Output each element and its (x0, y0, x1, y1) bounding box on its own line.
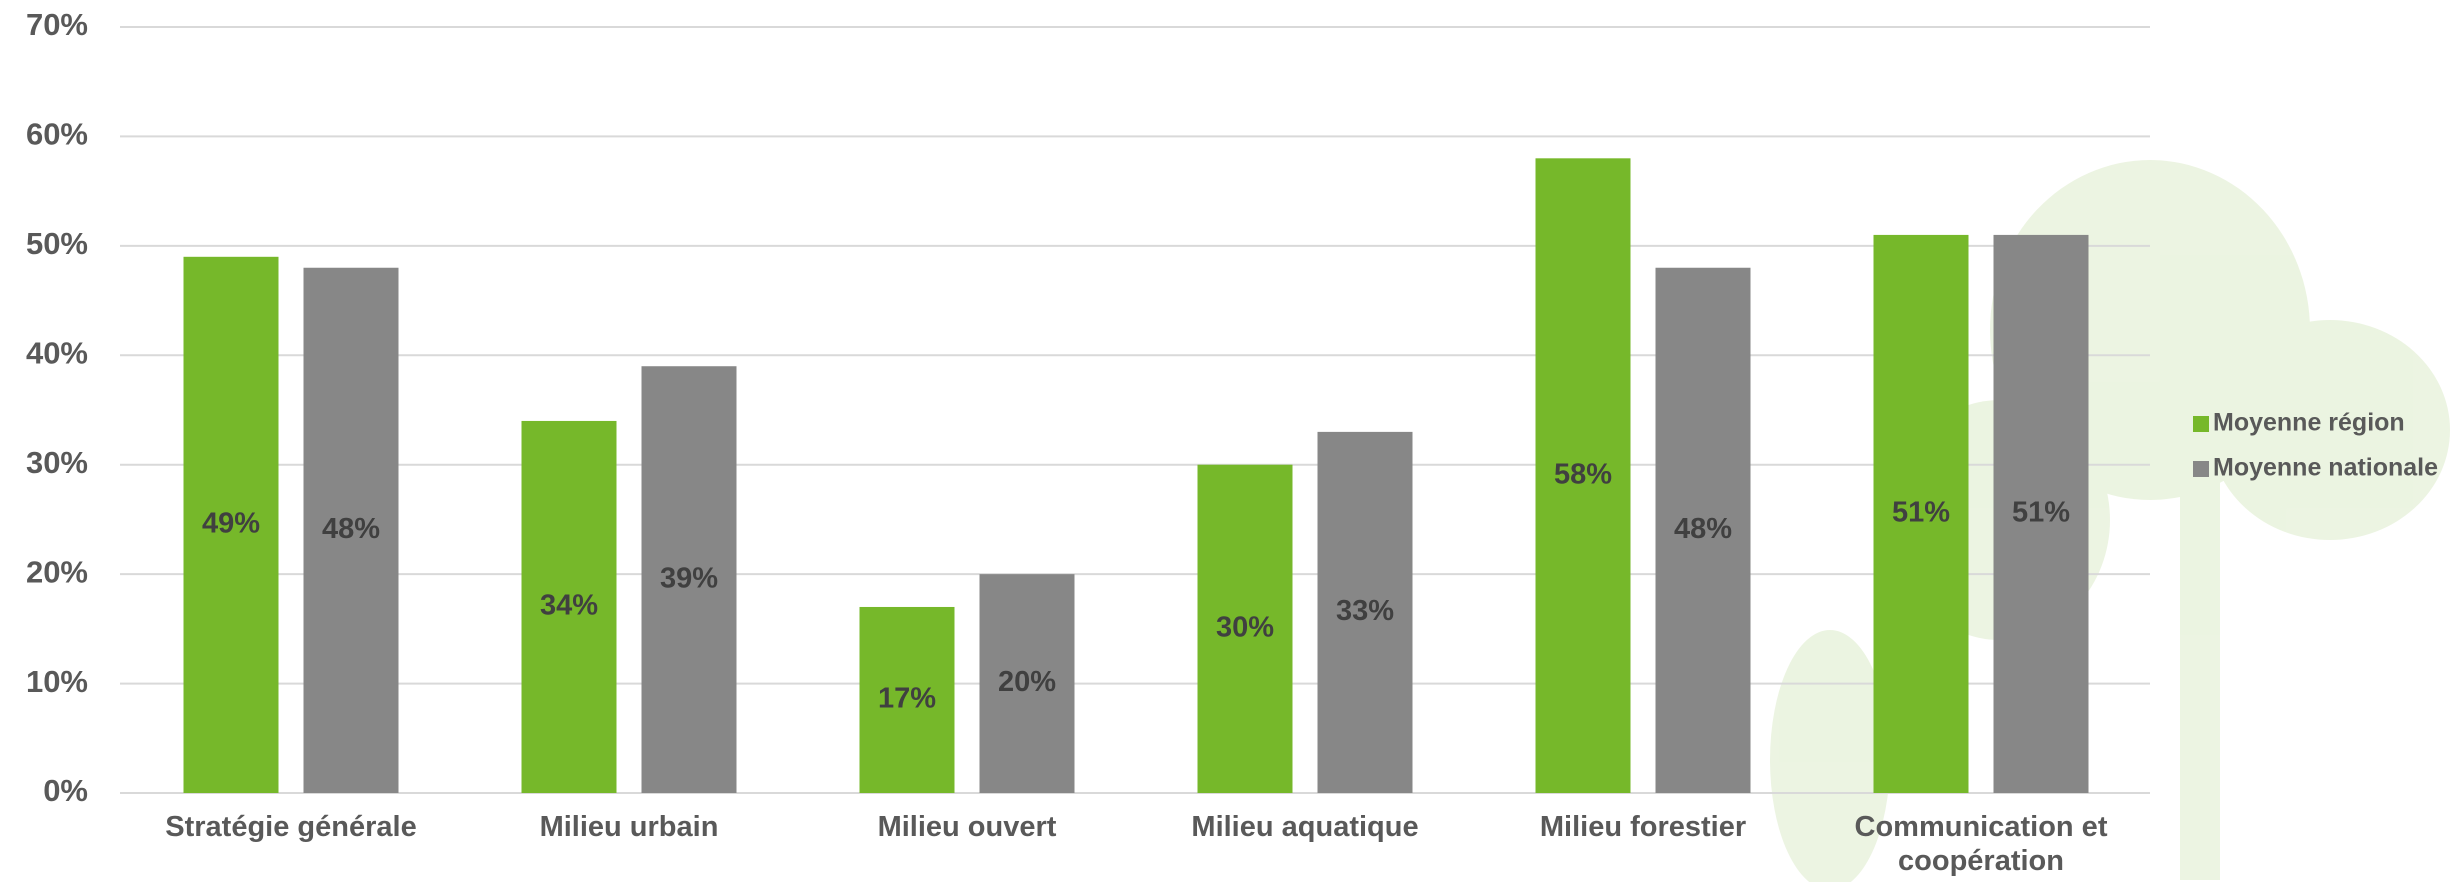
y-tick-label: 60% (26, 117, 88, 152)
data-label: 17% (878, 683, 936, 715)
x-tick-label: Milieu forestier (1539, 811, 1747, 843)
data-label: 33% (1336, 595, 1394, 627)
legend-swatch (2193, 461, 2209, 477)
data-label: 48% (1674, 513, 1732, 545)
y-tick-label: 70% (26, 7, 88, 42)
bar (1535, 158, 1631, 794)
bar (979, 574, 1075, 793)
x-tick-label: Milieu ouvert (877, 811, 1057, 843)
legend-swatch (2193, 416, 2209, 432)
x-tick-label: Milieu urbain (539, 811, 719, 843)
data-label: 30% (1216, 612, 1274, 644)
y-tick-label: 0% (43, 773, 88, 808)
y-tick-label: 50% (26, 226, 88, 261)
bar (1655, 267, 1751, 793)
y-tick-label: 20% (26, 554, 88, 589)
x-tick-label: Milieu aquatique (1191, 811, 1419, 843)
bar (303, 267, 399, 793)
y-tick-label: 30% (26, 445, 88, 480)
bar (1197, 464, 1293, 793)
bar (1993, 234, 2089, 793)
bar (859, 606, 955, 793)
bar (183, 256, 279, 793)
legend-label: Moyenne région (2213, 409, 2405, 437)
x-tick-label: Stratégie générale (165, 811, 417, 843)
data-label: 48% (322, 513, 380, 545)
data-label: 58% (1554, 458, 1612, 490)
bar (1317, 431, 1413, 793)
data-label: 39% (660, 562, 718, 594)
legend-label: Moyenne nationale (2213, 454, 2438, 482)
x-tick-label: Communication et coopération (1854, 811, 2108, 877)
bar (521, 420, 617, 793)
y-tick-label: 10% (26, 664, 88, 699)
data-label: 34% (540, 590, 598, 622)
y-tick-label: 40% (26, 335, 88, 370)
bar (641, 366, 737, 793)
data-label: 51% (1892, 497, 1950, 529)
tree-decoration (1770, 160, 2450, 882)
data-label: 20% (998, 666, 1056, 698)
bar (1873, 234, 1969, 793)
data-label: 51% (2012, 497, 2070, 529)
data-label: 49% (202, 508, 260, 540)
